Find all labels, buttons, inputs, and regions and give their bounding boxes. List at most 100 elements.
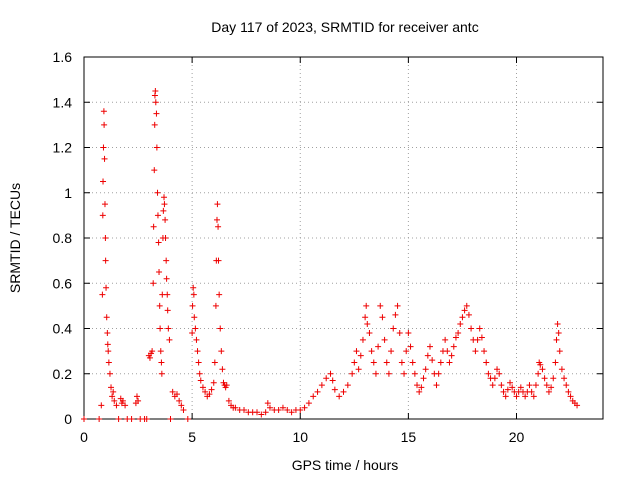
data-point	[465, 311, 472, 318]
data-point	[297, 406, 304, 413]
data-point	[496, 370, 503, 377]
data-point	[418, 384, 425, 391]
data-point	[318, 382, 325, 389]
data-point	[215, 257, 222, 264]
data-point	[522, 393, 529, 400]
data-point	[489, 382, 496, 389]
data-point	[532, 382, 539, 389]
data-point	[279, 404, 286, 411]
y-tick-labels: 0 0.2 0.4 0.6 0.8 1 1.2 1.4 1.6	[53, 49, 73, 427]
axis-ticks	[83, 56, 603, 420]
y-tick-label: 0	[64, 411, 72, 427]
data-point	[122, 402, 129, 409]
data-point	[158, 370, 165, 377]
data-point	[164, 291, 171, 298]
x-tick-label: 0	[80, 429, 88, 445]
data-point	[165, 325, 172, 332]
data-point	[176, 397, 183, 404]
data-point	[212, 302, 219, 309]
data-point	[217, 325, 224, 332]
x-tick-label: 15	[401, 429, 417, 445]
data-point	[543, 382, 550, 389]
data-point	[526, 382, 533, 389]
data-point	[288, 409, 295, 416]
x-tick-labels: 0 5 10 15 20	[80, 429, 524, 445]
data-point	[103, 314, 110, 321]
data-point	[173, 391, 180, 398]
data-point	[135, 397, 142, 404]
data-point	[340, 388, 347, 395]
data-point	[392, 311, 399, 318]
data-point	[344, 382, 351, 389]
data-point	[574, 402, 581, 409]
data-point	[157, 325, 164, 332]
data-point	[258, 411, 265, 418]
data-point	[498, 382, 505, 389]
data-point	[372, 370, 379, 377]
data-point	[101, 155, 108, 162]
data-point	[152, 87, 159, 94]
data-point	[554, 320, 561, 327]
data-point	[163, 257, 170, 264]
data-point	[409, 359, 416, 366]
data-point	[349, 370, 356, 377]
y-tick-label: 0.8	[53, 230, 73, 246]
x-axis-label: GPS time / hours	[292, 457, 399, 473]
data-point	[146, 354, 153, 361]
data-point	[405, 330, 412, 337]
data-point	[150, 280, 157, 287]
data-point	[427, 343, 433, 350]
data-point	[446, 359, 453, 366]
data-point	[99, 212, 106, 219]
data-point	[108, 384, 115, 391]
data-point	[517, 384, 524, 391]
data-point	[111, 397, 118, 404]
data-point	[162, 216, 169, 223]
data-point	[262, 409, 269, 416]
data-point	[370, 359, 377, 366]
data-point	[455, 330, 462, 337]
data-point	[433, 382, 440, 389]
data-point	[211, 359, 218, 366]
data-point	[355, 366, 362, 373]
data-point	[154, 212, 161, 219]
data-point	[157, 348, 164, 355]
data-point	[401, 370, 408, 377]
data-point	[153, 110, 160, 117]
data-point	[206, 391, 213, 398]
data-point	[156, 302, 163, 309]
data-point	[98, 402, 105, 409]
data-point	[104, 330, 111, 337]
data-point	[169, 388, 176, 395]
data-point	[128, 416, 135, 422]
data-point	[429, 357, 436, 364]
data-point	[563, 382, 570, 389]
data-point	[314, 388, 321, 395]
y-tick-label: 1.4	[53, 94, 73, 110]
data-point	[414, 382, 421, 389]
data-point	[202, 388, 209, 395]
data-point	[528, 388, 535, 395]
data-point	[481, 348, 488, 355]
data-point	[472, 348, 479, 355]
data-point	[545, 388, 552, 395]
data-point	[110, 388, 117, 395]
y-tick-label: 0.6	[53, 275, 73, 291]
data-point	[491, 375, 498, 382]
data-points	[81, 87, 581, 422]
data-point	[166, 336, 173, 343]
data-point	[476, 325, 483, 332]
data-point	[507, 379, 514, 386]
data-point	[407, 343, 414, 350]
data-point	[394, 302, 401, 309]
data-point	[327, 370, 334, 377]
data-point	[513, 393, 520, 400]
data-point	[448, 352, 455, 359]
data-point	[219, 366, 226, 373]
data-point	[101, 201, 108, 208]
data-point	[232, 404, 239, 411]
data-point	[100, 144, 107, 151]
data-point	[150, 223, 157, 230]
data-point	[264, 400, 271, 407]
